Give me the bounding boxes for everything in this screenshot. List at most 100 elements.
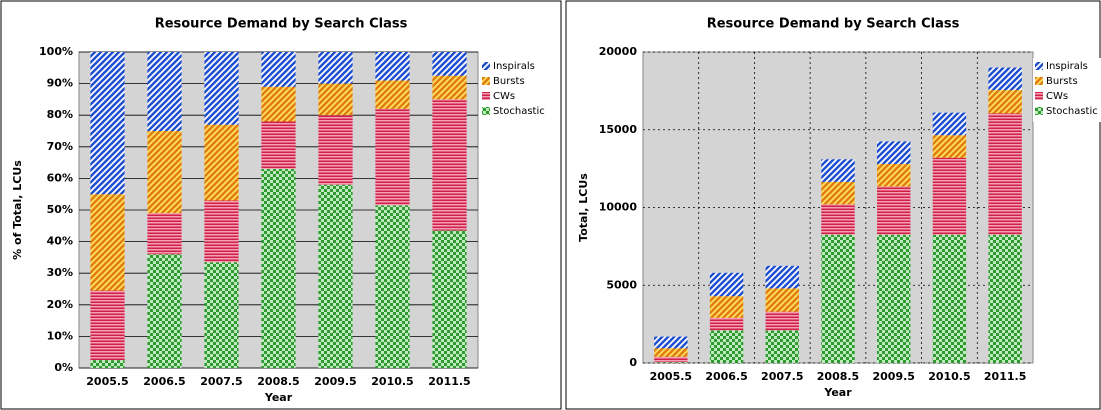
- y-tick-label: 80%: [47, 108, 73, 121]
- bar-segment: [147, 213, 182, 255]
- bar-segment: [821, 234, 855, 363]
- legend-swatch: [1035, 77, 1043, 85]
- bar-segment: [432, 52, 467, 76]
- bar-segment: [765, 288, 799, 312]
- bar-segment: [375, 108, 410, 206]
- x-tick-label: 2008.5: [257, 375, 299, 388]
- legend-swatch: [482, 107, 490, 115]
- bar-segment: [204, 200, 239, 263]
- y-tick-label: 90%: [47, 77, 73, 90]
- bar-segment: [318, 115, 353, 185]
- bar-segment: [709, 317, 744, 331]
- y-tick-label: 15000: [599, 123, 638, 136]
- legend-swatch: [482, 62, 490, 70]
- legend-label: Inspirals: [493, 61, 535, 72]
- bar-segment: [654, 348, 688, 357]
- bar-segment: [988, 90, 1022, 114]
- legend-label: Inspirals: [1046, 61, 1088, 72]
- x-tick-label: 2005.5: [86, 375, 128, 388]
- bar-segment: [654, 336, 688, 349]
- x-tick-label: 2008.5: [817, 370, 859, 383]
- y-tick-label: 40%: [47, 235, 73, 248]
- bar-segment: [147, 131, 182, 214]
- legend-swatch: [482, 77, 490, 85]
- chart-title: Resource Demand by Search Class: [707, 17, 960, 32]
- bar-segment: [261, 86, 296, 122]
- x-tick-label: 2011.5: [984, 370, 1026, 383]
- x-tick-label: 2011.5: [428, 375, 470, 388]
- bar-segment: [432, 75, 467, 100]
- y-axis-label: Total, LCUs: [577, 173, 590, 242]
- bar-segment: [932, 135, 967, 158]
- x-tick-label: 2005.5: [650, 370, 692, 383]
- x-tick-label: 2006.5: [705, 370, 747, 383]
- bar-segment: [765, 265, 799, 289]
- x-tick-label: 2010.5: [371, 375, 413, 388]
- bar-segment: [821, 181, 855, 205]
- chart-title: Resource Demand by Search Class: [155, 17, 408, 32]
- bar-segment: [988, 113, 1022, 235]
- bar-segment: [821, 204, 855, 235]
- legend-label: CWs: [493, 91, 515, 102]
- bar-segment: [821, 159, 855, 182]
- legend-box: [1033, 58, 1101, 122]
- bar-segment: [261, 121, 296, 169]
- bar-segment: [147, 52, 182, 131]
- legend-label: Bursts: [1046, 76, 1078, 87]
- bar-segment: [932, 157, 967, 235]
- bar-segment: [204, 262, 239, 368]
- bar-segment: [654, 356, 688, 363]
- bar-segment: [432, 99, 467, 231]
- y-tick-label: 30%: [47, 266, 73, 279]
- bar-segment: [932, 112, 967, 136]
- x-axis-label: Year: [823, 386, 852, 399]
- y-tick-label: 100%: [39, 45, 73, 58]
- bar-segment: [318, 83, 353, 116]
- bar-segment: [147, 254, 182, 368]
- bar-segment: [375, 52, 410, 81]
- legend-label: Bursts: [493, 76, 525, 87]
- bar-segment: [709, 296, 744, 318]
- bar-segment: [432, 230, 467, 368]
- bar-segment: [261, 168, 296, 368]
- bar-segment: [318, 184, 353, 368]
- bar-segment: [204, 124, 239, 201]
- y-tick-label: 10000: [599, 201, 638, 214]
- x-tick-label: 2009.5: [872, 370, 914, 383]
- bar-segment: [709, 272, 744, 297]
- bar-segment: [90, 290, 125, 361]
- y-tick-label: 20%: [47, 298, 73, 311]
- legend-swatch: [1035, 107, 1043, 115]
- x-tick-label: 2007.5: [761, 370, 803, 383]
- x-axis-label: Year: [264, 391, 293, 404]
- y-tick-label: 5000: [606, 278, 637, 291]
- bar-segment: [375, 80, 410, 109]
- y-tick-label: 0: [629, 356, 637, 369]
- x-tick-label: 2010.5: [928, 370, 970, 383]
- bar-segment: [318, 52, 353, 84]
- y-tick-label: 10%: [47, 329, 73, 342]
- bar-segment: [988, 67, 1022, 91]
- bar-segment: [204, 52, 239, 125]
- bar-segment: [877, 234, 911, 363]
- bar-segment: [877, 163, 911, 187]
- bar-segment: [765, 311, 799, 331]
- legend-label: CWs: [1046, 91, 1068, 102]
- bar-segment: [375, 205, 410, 368]
- bar-segment: [261, 52, 296, 87]
- legend-box: [480, 58, 556, 122]
- bar-segment: [709, 330, 744, 363]
- bar-segment: [90, 52, 125, 195]
- x-tick-label: 2006.5: [143, 375, 185, 388]
- bar-segment: [90, 360, 125, 368]
- y-tick-label: 60%: [47, 171, 73, 184]
- legend-swatch: [1035, 62, 1043, 70]
- y-tick-label: 20000: [599, 45, 638, 58]
- bar-segment: [765, 330, 799, 363]
- y-tick-label: 50%: [47, 203, 73, 216]
- x-tick-label: 2007.5: [200, 375, 242, 388]
- bar-segment: [877, 186, 911, 235]
- bar-segment: [90, 194, 125, 291]
- bar-segment: [932, 234, 967, 363]
